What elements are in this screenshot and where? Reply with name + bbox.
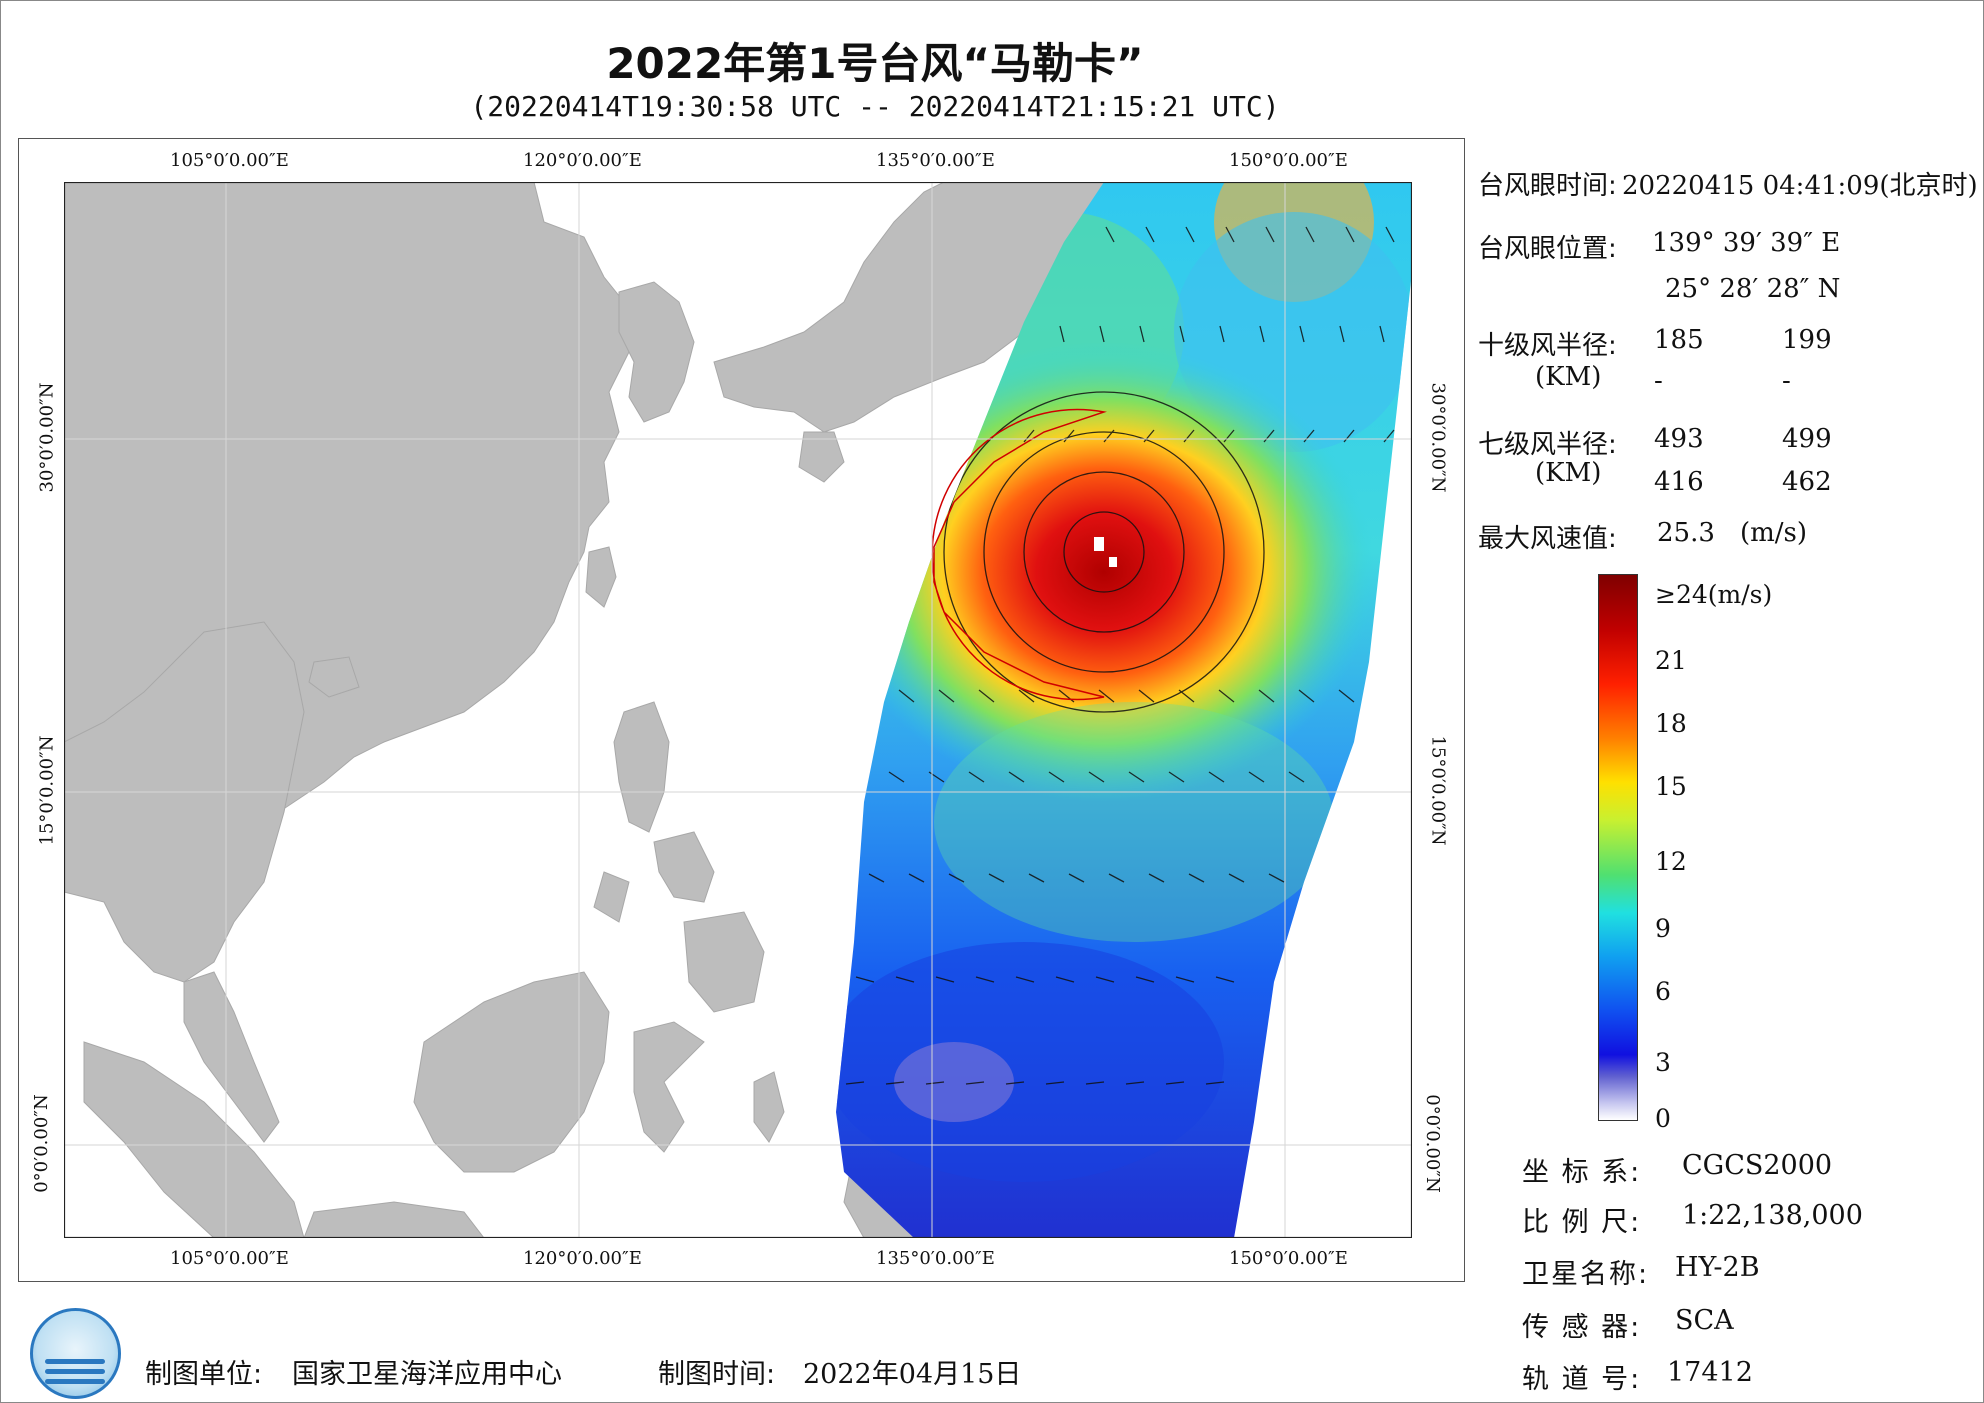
colorbar-label-21: 21 bbox=[1655, 646, 1687, 675]
lat-tick-left-0: 0°0′0.00″N bbox=[30, 1094, 52, 1193]
max-wind-value: 25.3 bbox=[1657, 518, 1715, 548]
eye-time-value: 20220415 04:41:09(北京时) bbox=[1622, 171, 1978, 201]
orbit-label: 轨 道 号: bbox=[1522, 1364, 1642, 1395]
typhoon-eye-marker bbox=[1094, 537, 1117, 567]
colorbar-label-3: 3 bbox=[1655, 1048, 1671, 1077]
r7-label: 七级风半径: bbox=[1478, 430, 1617, 460]
r7-unit: (KM) bbox=[1535, 458, 1602, 488]
crs-label: 坐 标 系: bbox=[1522, 1157, 1642, 1188]
graticule bbox=[64, 182, 1412, 1238]
lat-tick-right-0: 0°0′0.00″N bbox=[1421, 1094, 1443, 1193]
sensor-value: SCA bbox=[1675, 1305, 1734, 1336]
lon-tick-top-135: 135°0′0.00″E bbox=[876, 150, 995, 171]
producer-value: 国家卫星海洋应用中心 bbox=[292, 1359, 562, 1390]
colorbar-label-15: 15 bbox=[1655, 772, 1687, 801]
orbit-value: 17412 bbox=[1667, 1357, 1753, 1388]
satellite-value: HY-2B bbox=[1675, 1252, 1760, 1283]
lat-tick-right-30: 30°0′0.00″N bbox=[1427, 382, 1449, 493]
r10-value-nw: - bbox=[1782, 366, 1791, 396]
lat-tick-right-15: 15°0′0.00″N bbox=[1427, 735, 1449, 846]
map-subtitle: (20220414T19:30:58 UTC -- 20220414T21:15… bbox=[470, 90, 1280, 123]
colorbar-label-12: 12 bbox=[1655, 847, 1687, 876]
eye-time-label: 台风眼时间: bbox=[1478, 171, 1617, 201]
r7-value-sw: 416 bbox=[1654, 467, 1704, 497]
r10-label: 十级风半径: bbox=[1478, 331, 1617, 361]
producer-label: 制图单位: bbox=[145, 1359, 263, 1390]
r10-value-se: 199 bbox=[1782, 325, 1832, 355]
eye-position-label: 台风眼位置: bbox=[1478, 234, 1617, 264]
eye-longitude: 139° 39′ 39″ E bbox=[1652, 228, 1841, 258]
r7-value-nw: 462 bbox=[1782, 467, 1832, 497]
r10-value-ne: 185 bbox=[1654, 325, 1704, 355]
colorbar-label-18: 18 bbox=[1655, 709, 1687, 738]
lon-tick-bottom-150: 150°0′0.00″E bbox=[1229, 1248, 1348, 1269]
max-wind-label: 最大风速值: bbox=[1478, 524, 1617, 554]
r10-unit: (KM) bbox=[1535, 362, 1602, 392]
crs-value: CGCS2000 bbox=[1682, 1150, 1833, 1181]
land bbox=[64, 182, 1225, 1238]
colorbar-label-24: ≥24(m/s) bbox=[1655, 580, 1773, 609]
lon-tick-bottom-120: 120°0′0.00″E bbox=[523, 1248, 642, 1269]
map-border bbox=[64, 182, 1412, 1238]
lon-tick-top-120: 120°0′0.00″E bbox=[523, 150, 642, 171]
lon-tick-bottom-135: 135°0′0.00″E bbox=[876, 1248, 995, 1269]
wind-speed-colorbar bbox=[1598, 574, 1638, 1121]
production-date-value: 2022年04月15日 bbox=[803, 1359, 1022, 1390]
lon-tick-top-150: 150°0′0.00″E bbox=[1229, 150, 1348, 171]
scale-label: 比 例 尺: bbox=[1522, 1207, 1642, 1238]
r7-value-ne: 493 bbox=[1654, 424, 1704, 454]
colorbar-label-9: 9 bbox=[1655, 914, 1671, 943]
map-title: 2022年第1号台风“马勒卡” bbox=[606, 39, 1144, 88]
sensor-label: 传 感 器: bbox=[1522, 1312, 1642, 1343]
colorbar-label-0: 0 bbox=[1655, 1104, 1671, 1133]
r7-value-se: 499 bbox=[1782, 424, 1832, 454]
lat-tick-left-15: 15°0′0.00″N bbox=[36, 735, 58, 846]
r10-value-sw: - bbox=[1654, 366, 1663, 396]
eye-latitude: 25° 28′ 28″ N bbox=[1665, 274, 1841, 304]
scale-value: 1:22,138,000 bbox=[1682, 1200, 1863, 1231]
lon-tick-bottom-105: 105°0′0.00″E bbox=[170, 1248, 289, 1269]
production-date-label: 制图时间: bbox=[658, 1359, 776, 1390]
nsoas-logo bbox=[30, 1308, 121, 1399]
lat-tick-left-30: 30°0′0.00″N bbox=[36, 382, 58, 493]
lon-tick-top-105: 105°0′0.00″E bbox=[170, 150, 289, 171]
max-wind-unit: (m/s) bbox=[1740, 518, 1808, 548]
wind-field-map bbox=[64, 182, 1412, 1238]
satellite-label: 卫星名称: bbox=[1522, 1259, 1650, 1290]
colorbar-label-6: 6 bbox=[1655, 977, 1671, 1006]
wind-radius-outline bbox=[931, 408, 1107, 701]
